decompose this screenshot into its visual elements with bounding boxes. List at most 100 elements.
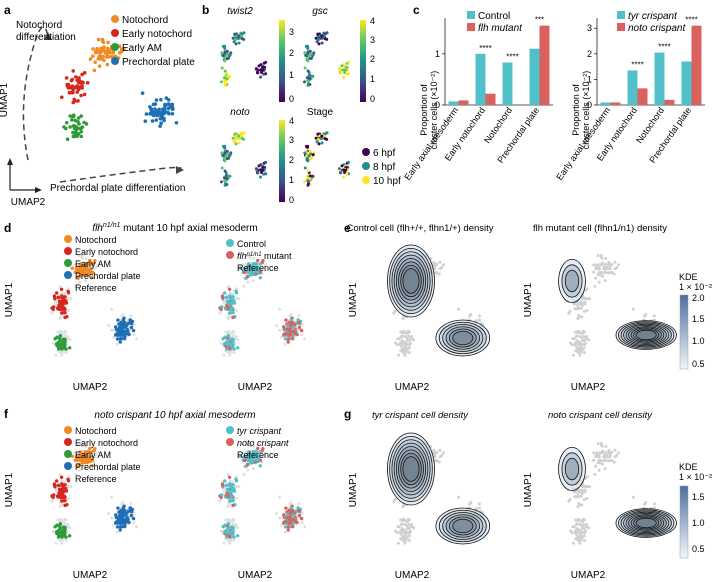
- overlay-point: [61, 297, 66, 301]
- umap-point-a: [153, 102, 158, 106]
- background-point: [613, 260, 617, 264]
- umap-point-a: [96, 57, 101, 61]
- umap-point-b: [324, 132, 327, 136]
- density-contour: [402, 456, 420, 482]
- reference-point: [73, 263, 77, 267]
- kde-unit-g: 1 × 10⁻²: [679, 472, 712, 482]
- background-point: [437, 272, 441, 276]
- umap-point-a: [82, 92, 87, 97]
- reference-point: [275, 324, 279, 327]
- reference-point: [224, 330, 228, 334]
- background-point: [644, 501, 648, 505]
- background-point: [435, 270, 439, 274]
- background-point: [601, 462, 604, 466]
- reference-point: [232, 539, 236, 542]
- reference-point: [280, 523, 284, 527]
- background-point: [607, 459, 611, 463]
- background-point: [608, 264, 612, 268]
- overlay-point: [116, 318, 120, 322]
- background-point: [435, 450, 439, 454]
- reference-point: [228, 331, 232, 335]
- overlay-point: [223, 479, 227, 483]
- umap-point-a: [140, 91, 145, 95]
- reference-point: [54, 300, 58, 304]
- overlay-point: [123, 517, 127, 522]
- background-point: [405, 531, 409, 535]
- reference-point: [235, 287, 239, 291]
- umap-point-b: [256, 71, 260, 75]
- background-point: [408, 351, 411, 354]
- overlay-point: [123, 509, 127, 514]
- reference-point: [67, 475, 71, 479]
- overlay-point: [61, 301, 66, 306]
- overlay-point: [90, 450, 95, 454]
- reference-point: [228, 541, 232, 545]
- umap-point-a: [174, 121, 179, 125]
- umap-point-b: [262, 172, 266, 176]
- umap-point-b: [257, 64, 261, 68]
- umap-point-b: [240, 137, 244, 141]
- overlay-point: [118, 337, 122, 341]
- overlay-point: [78, 450, 83, 454]
- umap-point-a: [106, 49, 110, 54]
- legend-d-right: Control flhn1/n1 mutant Reference: [226, 239, 292, 273]
- umap-point-a: [157, 112, 161, 116]
- umap-point-b: [237, 134, 241, 138]
- umap-point-a: [170, 112, 175, 116]
- reference-point: [58, 285, 62, 289]
- umap-point-a: [109, 55, 114, 59]
- overlay-point: [242, 270, 247, 275]
- background-point: [574, 529, 578, 533]
- background-point: [583, 490, 587, 494]
- overlay-point: [224, 295, 229, 300]
- umap-point-a: [158, 124, 162, 128]
- background-point: [397, 353, 400, 357]
- overlay-point: [223, 291, 227, 295]
- overlay-point: [229, 489, 234, 494]
- background-point: [403, 331, 407, 335]
- umap-point-a: [99, 54, 104, 59]
- kde-tick-g: 1.5: [692, 492, 705, 502]
- background-point: [570, 531, 574, 535]
- reference-point: [80, 255, 84, 259]
- overlay-point: [64, 301, 69, 305]
- umap-point-b: [260, 71, 264, 74]
- overlay-point: [284, 332, 288, 336]
- overlay-point: [291, 517, 295, 522]
- significance-label: ****: [506, 53, 518, 62]
- legend-control: Control: [478, 11, 510, 22]
- umap-point-a: [71, 87, 75, 92]
- overlay-point: [88, 258, 92, 263]
- umap-point-a: [72, 124, 77, 128]
- overlay-point: [226, 530, 231, 534]
- overlay-point: [236, 534, 240, 538]
- overlay-point: [63, 503, 67, 508]
- background-point: [395, 343, 399, 347]
- reference-point: [59, 350, 63, 354]
- reference-point: [245, 442, 249, 446]
- umap-point-a: [75, 90, 79, 94]
- umap-point-a: [64, 126, 68, 131]
- umap-point-a: [166, 110, 170, 115]
- arrow-label-differentiation: differentiation: [16, 32, 76, 43]
- overlay-point: [283, 525, 288, 529]
- background-point: [585, 287, 589, 291]
- background-point: [583, 302, 587, 306]
- umap-point-a: [105, 46, 110, 51]
- umap-point-a: [96, 37, 101, 42]
- bar: [529, 48, 540, 105]
- overlay-point: [226, 334, 231, 338]
- umap-point-a: [151, 111, 155, 116]
- background-point: [580, 315, 584, 319]
- background-point: [477, 506, 481, 510]
- umap-point-b: [305, 54, 309, 58]
- umap-point-b: [307, 182, 310, 186]
- reference-point: [132, 333, 136, 337]
- background-point: [403, 334, 407, 338]
- overlay-point: [116, 520, 121, 524]
- kde-unit-e: 1 × 10⁻²: [679, 282, 712, 292]
- overlay-point: [55, 530, 59, 534]
- reference-point: [84, 257, 88, 260]
- overlay-point: [58, 522, 63, 526]
- umap-point-b: [303, 151, 307, 155]
